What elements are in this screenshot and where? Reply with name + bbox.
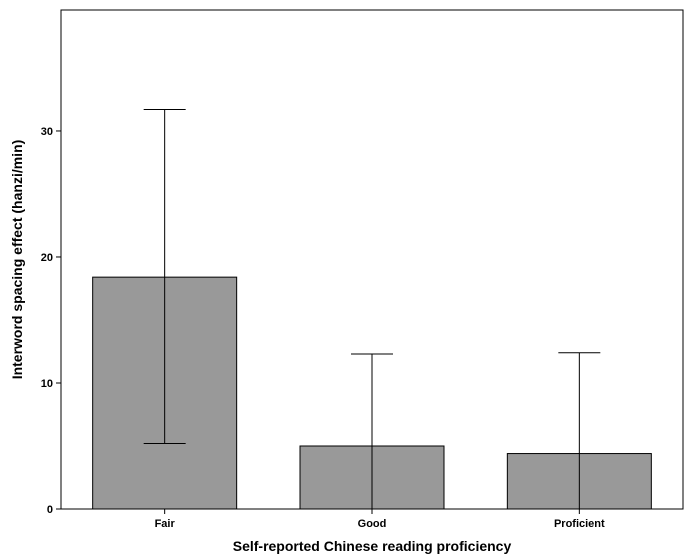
y-axis: 0 10 20 30: [41, 126, 61, 516]
x-tick-label-proficient: Proficient: [554, 518, 605, 530]
x-axis-title: Self-reported Chinese reading proficienc…: [233, 538, 512, 554]
y-tick-label-30: 30: [41, 126, 53, 138]
x-tick-label-fair: Fair: [155, 518, 176, 530]
y-tick-label-20: 20: [41, 252, 53, 264]
y-tick-label-10: 10: [41, 378, 53, 390]
x-tick-label-good: Good: [358, 518, 387, 530]
error-bars-group: [143, 109, 601, 509]
y-tick-label-0: 0: [47, 504, 53, 516]
x-axis: Fair Good Proficient: [155, 509, 605, 530]
y-axis-title: Interword spacing effect (hanzi/min): [9, 140, 25, 380]
